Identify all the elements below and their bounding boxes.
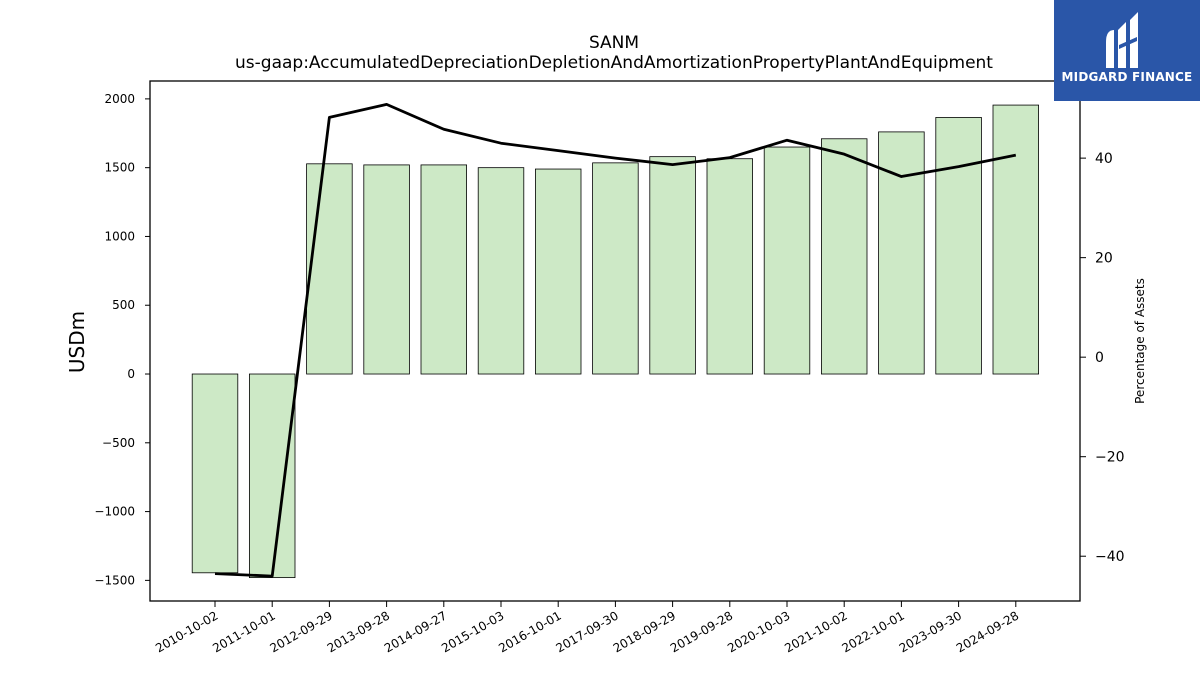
bar bbox=[306, 163, 353, 375]
bar bbox=[191, 373, 239, 574]
y-tick-label: −1500 bbox=[94, 573, 135, 587]
x-tick-label: 2012-09-29 bbox=[267, 608, 334, 655]
bar bbox=[477, 167, 525, 375]
x-axis-ticks: 2010-10-022011-10-012012-09-292013-09-28… bbox=[153, 601, 1021, 655]
x-tick-label: 2022-10-01 bbox=[839, 608, 906, 655]
bar bbox=[878, 131, 925, 375]
y2-tick-label: −20 bbox=[1095, 450, 1125, 466]
bar bbox=[535, 168, 582, 375]
bar bbox=[248, 373, 296, 579]
y-tick-label: 0 bbox=[127, 367, 135, 381]
y2-tick-label: 40 bbox=[1095, 151, 1113, 167]
x-tick-label: 2011-10-01 bbox=[210, 608, 277, 655]
x-tick-label: 2023-09-30 bbox=[897, 608, 964, 655]
logo-icon bbox=[1106, 12, 1138, 68]
brand-logo: MIDGARD FINANCE bbox=[1054, 0, 1200, 101]
bar bbox=[821, 138, 868, 375]
x-tick-label: 2020-10-03 bbox=[725, 608, 792, 655]
x-tick-label: 2018-09-29 bbox=[611, 608, 678, 655]
x-tick-label: 2015-10-03 bbox=[439, 608, 506, 655]
y-tick-label: −1000 bbox=[94, 505, 135, 519]
x-tick-label: 2019-09-28 bbox=[668, 608, 735, 655]
bar bbox=[992, 104, 1039, 375]
bar bbox=[363, 164, 410, 375]
x-tick-label: 2014-09-27 bbox=[382, 608, 449, 655]
bar bbox=[935, 117, 982, 375]
y2-tick-label: 0 bbox=[1095, 350, 1104, 366]
y-tick-label: −500 bbox=[102, 436, 135, 450]
right-axis-ticks: −40 −20 0 20 40 bbox=[1080, 151, 1125, 565]
bar bbox=[420, 164, 467, 375]
y-tick-label: 2000 bbox=[104, 92, 135, 106]
y-tick-label: 1500 bbox=[104, 161, 135, 175]
x-tick-label: 2013-09-28 bbox=[325, 608, 392, 655]
x-tick-label: 2010-10-02 bbox=[153, 608, 220, 655]
bar-series bbox=[191, 104, 1039, 579]
x-tick-label: 2017-09-30 bbox=[553, 608, 620, 655]
brand-name: MIDGARD FINANCE bbox=[1061, 70, 1193, 84]
y2-tick-label: 20 bbox=[1095, 251, 1113, 267]
y2-tick-label: −40 bbox=[1095, 549, 1125, 565]
y-tick-label: 1000 bbox=[104, 229, 135, 243]
bar bbox=[649, 156, 696, 375]
bar bbox=[706, 158, 753, 375]
left-axis-ticks: −1500 −1000 −500 0 500 1000 1500 2000 bbox=[94, 92, 150, 587]
x-tick-label: 2016-10-01 bbox=[496, 608, 563, 655]
x-tick-label: 2024-09-28 bbox=[954, 608, 1021, 655]
y-tick-label: 500 bbox=[112, 298, 135, 312]
y-axis-label: USDm bbox=[65, 311, 89, 373]
bar bbox=[592, 162, 639, 375]
x-tick-label: 2021-10-02 bbox=[782, 608, 849, 655]
chart-subtitle: us-gaap:AccumulatedDepreciationDepletion… bbox=[235, 53, 993, 73]
chart-title: SANM bbox=[589, 33, 639, 53]
y2-axis-label: Percentage of Assets bbox=[1133, 278, 1147, 404]
bar bbox=[763, 146, 811, 375]
percentage-line bbox=[214, 102, 1017, 578]
